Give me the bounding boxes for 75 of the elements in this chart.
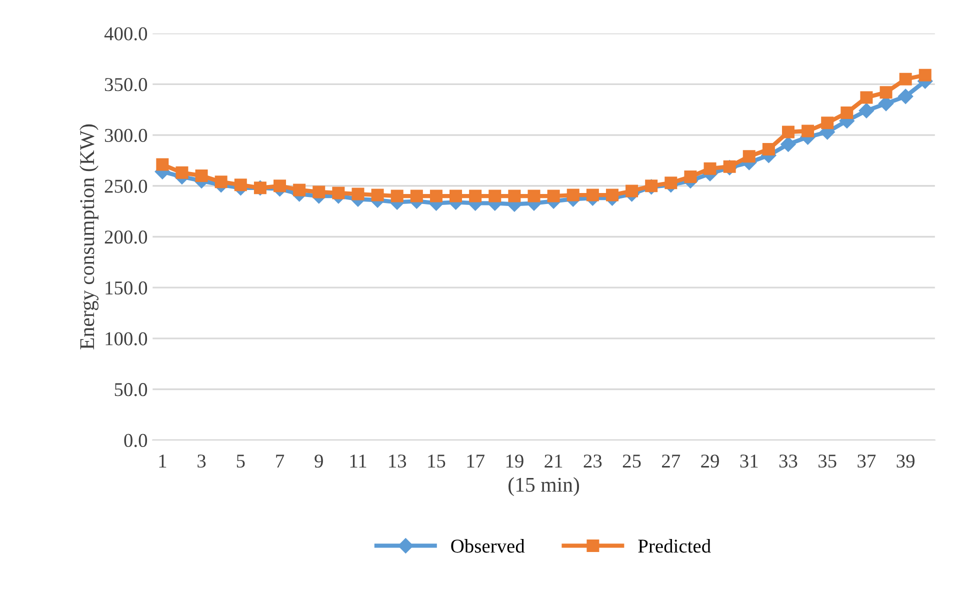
point bbox=[860, 91, 873, 104]
x-tick-label: 5 bbox=[236, 454, 245, 468]
x-tick-label: 31 bbox=[740, 454, 758, 468]
y-tick-label: 100.0 bbox=[106, 332, 148, 346]
y-tick-label: 300.0 bbox=[104, 128, 148, 142]
point bbox=[840, 106, 854, 119]
y-tick-label: 200.0 bbox=[104, 230, 148, 244]
y-tick-label: 350.0 bbox=[104, 78, 148, 92]
point bbox=[898, 88, 914, 104]
x-tick-label: 9 bbox=[314, 454, 323, 468]
point bbox=[586, 188, 599, 202]
point bbox=[684, 170, 697, 183]
x-tick-label: 27 bbox=[662, 454, 680, 468]
y-tick-label: 0.0 bbox=[124, 434, 148, 448]
x-tick-label: 33 bbox=[779, 454, 798, 468]
point bbox=[214, 176, 228, 188]
point bbox=[528, 190, 540, 202]
y-tick-label: 250.0 bbox=[104, 180, 148, 193]
point bbox=[547, 190, 560, 202]
point bbox=[450, 190, 462, 202]
point bbox=[156, 158, 169, 171]
x-tick-label: 11 bbox=[350, 454, 366, 468]
point bbox=[664, 176, 678, 190]
point bbox=[274, 180, 286, 192]
x-tick-label: 15 bbox=[428, 454, 446, 468]
point bbox=[176, 166, 188, 179]
x-tick-label: 3 bbox=[198, 454, 206, 468]
x-tick-label: 1 bbox=[159, 454, 166, 468]
point bbox=[234, 178, 247, 192]
point bbox=[742, 150, 756, 163]
point bbox=[508, 190, 521, 202]
point bbox=[352, 188, 364, 200]
x-tick-label: 13 bbox=[389, 454, 406, 468]
y-tick-label: 400.0 bbox=[104, 27, 148, 40]
point bbox=[780, 136, 796, 152]
y-axis-title: Energy consumption (KW) bbox=[80, 124, 98, 350]
x-tick-label: 19 bbox=[506, 454, 524, 468]
point bbox=[430, 190, 442, 202]
x-tick-label: 37 bbox=[858, 454, 876, 468]
point bbox=[371, 188, 384, 202]
point bbox=[899, 72, 912, 86]
point bbox=[469, 190, 482, 202]
point bbox=[626, 184, 638, 198]
point bbox=[312, 186, 326, 198]
x-tick-label: 29 bbox=[701, 454, 719, 468]
legend-label: Predicted bbox=[638, 539, 711, 553]
point bbox=[918, 68, 932, 82]
x-tick-label: 21 bbox=[544, 454, 562, 468]
point bbox=[880, 86, 892, 99]
point bbox=[858, 103, 874, 118]
y-tick-label: 50.0 bbox=[114, 383, 148, 396]
point bbox=[704, 162, 716, 175]
point bbox=[782, 126, 794, 138]
legend-label: Observed bbox=[451, 539, 525, 553]
point bbox=[332, 186, 345, 200]
point bbox=[802, 124, 814, 138]
point bbox=[195, 169, 208, 182]
point bbox=[410, 190, 423, 202]
x-tick-label: 17 bbox=[467, 454, 484, 468]
point bbox=[645, 180, 658, 192]
x-tick-label: 23 bbox=[584, 454, 602, 468]
point bbox=[293, 184, 306, 196]
point bbox=[390, 190, 404, 202]
x-axis-title: (15 min) bbox=[508, 477, 580, 496]
point bbox=[606, 188, 618, 202]
point bbox=[566, 188, 580, 202]
x-tick-label: 39 bbox=[896, 454, 915, 468]
point bbox=[723, 160, 736, 173]
x-tick-label: 25 bbox=[622, 454, 641, 468]
x-tick-label: 7 bbox=[276, 454, 284, 468]
x-tick-label: 35 bbox=[818, 454, 836, 468]
point bbox=[821, 116, 834, 130]
y-tick-label: 150.0 bbox=[106, 281, 148, 295]
point bbox=[762, 143, 775, 156]
point bbox=[488, 190, 502, 202]
